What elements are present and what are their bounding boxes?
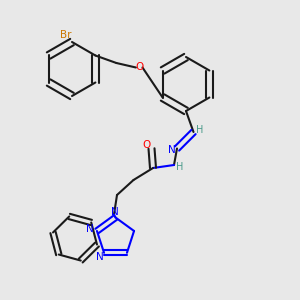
Text: N: N	[168, 145, 176, 155]
Text: H: H	[176, 162, 183, 172]
Text: O: O	[135, 62, 144, 72]
Text: N: N	[86, 224, 94, 234]
Text: N: N	[111, 207, 119, 218]
Text: O: O	[142, 140, 150, 151]
Text: N: N	[96, 252, 104, 262]
Text: H: H	[196, 125, 204, 136]
Text: Br: Br	[60, 29, 72, 40]
